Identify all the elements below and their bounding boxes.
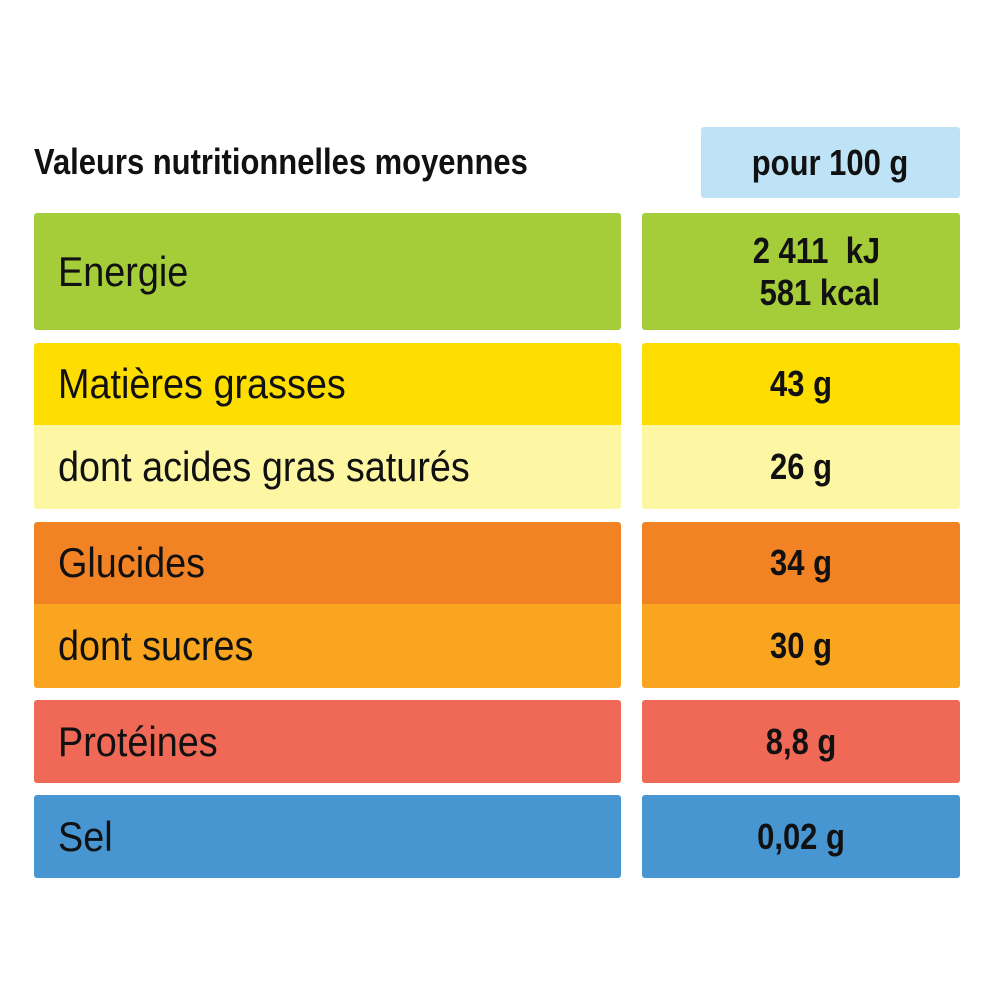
- carbs-label: Glucides: [58, 539, 206, 586]
- energy-value-cell: 2 411 kJ 581 kcal: [642, 213, 960, 330]
- unit-header-label: pour 100 g: [752, 141, 909, 183]
- sugars-value-cell: 30 g: [642, 604, 960, 688]
- unit-header-badge: pour 100 g: [701, 127, 960, 198]
- saturated-fat-label: dont acides gras saturés: [58, 443, 470, 490]
- fat-value-cell: 43 g: [642, 343, 960, 425]
- protein-label-cell: Protéines: [34, 700, 621, 783]
- protein-value-cell: 8,8 g: [642, 700, 960, 783]
- salt-label-cell: Sel: [34, 795, 621, 878]
- protein-value: 8,8 g: [765, 720, 837, 762]
- saturated-fat-value: 26 g: [770, 446, 832, 487]
- table-title: Valeurs nutritionnelles moyennes: [34, 141, 528, 182]
- energy-kcal-value: 581 kcal: [759, 271, 881, 313]
- sugars-label-cell: dont sucres: [34, 604, 621, 688]
- salt-value-cell: 0,02 g: [642, 795, 960, 878]
- energy-label: Energie: [58, 247, 189, 295]
- fat-label-cell: Matières grasses: [34, 343, 621, 425]
- sugars-value: 30 g: [770, 625, 832, 666]
- saturated-fat-value-cell: 26 g: [642, 425, 960, 509]
- carbs-value-cell: 34 g: [642, 522, 960, 604]
- carbs-label-cell: Glucides: [34, 522, 621, 604]
- energy-values: 2 411 kJ 581 kcal: [732, 230, 880, 314]
- saturated-fat-label-cell: dont acides gras saturés: [34, 425, 621, 509]
- sugars-label: dont sucres: [58, 622, 254, 669]
- carbs-value: 34 g: [770, 542, 832, 583]
- fat-label: Matières grasses: [58, 360, 346, 407]
- salt-label: Sel: [58, 812, 113, 860]
- fat-value: 43 g: [770, 363, 832, 404]
- energy-label-cell: Energie: [34, 213, 621, 330]
- protein-label: Protéines: [58, 717, 218, 765]
- salt-value: 0,02 g: [757, 815, 845, 857]
- energy-kj-value: 2 411 kJ: [752, 229, 881, 271]
